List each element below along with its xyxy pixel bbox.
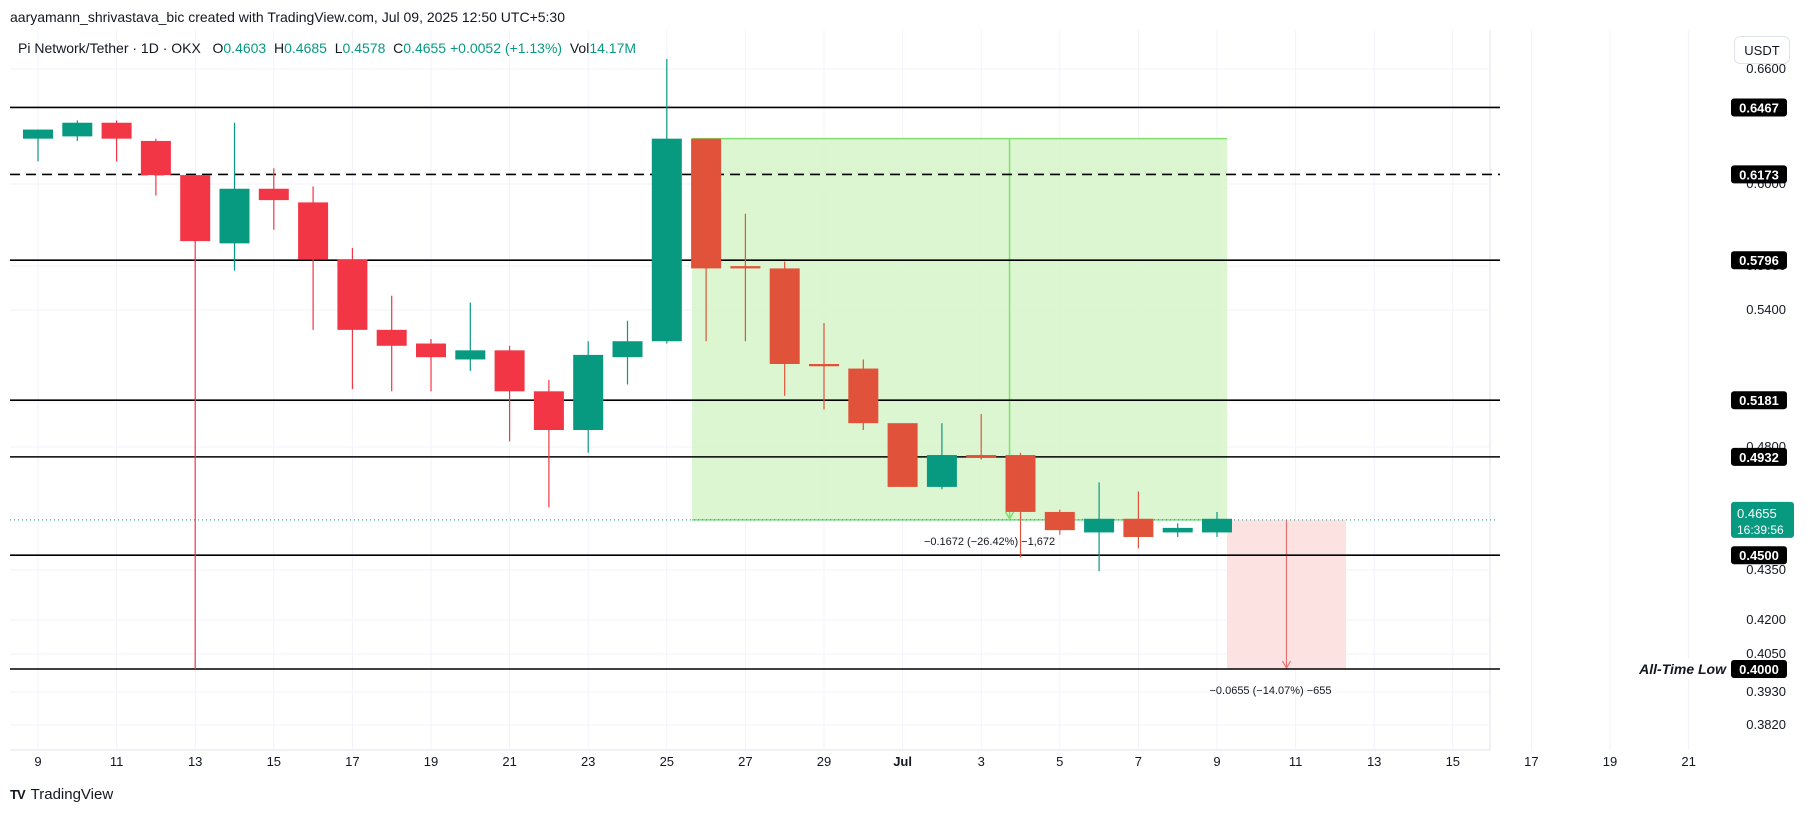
x-tick-label: 15 xyxy=(1446,754,1460,769)
candle-body xyxy=(1005,455,1036,512)
level-price-label: 0.6467 xyxy=(1739,100,1779,115)
candle-body xyxy=(926,455,957,487)
candle-body xyxy=(219,188,250,244)
ohlc-close: C0.4655 xyxy=(393,40,447,56)
x-tick-label: 9 xyxy=(1213,754,1220,769)
x-tick-label: 15 xyxy=(267,754,281,769)
candle-body xyxy=(573,354,604,431)
candle-body xyxy=(23,129,53,139)
created-by-caption: aaryamann_shrivastava_bic created with T… xyxy=(10,9,566,25)
candle-body xyxy=(966,455,997,458)
x-tick-label: 7 xyxy=(1135,754,1142,769)
candle-body xyxy=(691,138,722,269)
level-price-label: 0.4000 xyxy=(1739,662,1779,677)
candle-body xyxy=(455,350,486,360)
x-tick-label: 17 xyxy=(345,754,359,769)
current-price-label: 0.4655 xyxy=(1737,506,1777,521)
x-tick-label: 23 xyxy=(581,754,595,769)
candle-body xyxy=(651,138,682,342)
candle-body xyxy=(848,368,879,424)
level-price-tag xyxy=(1731,165,1787,184)
x-tick-label: 13 xyxy=(188,754,202,769)
candle-body xyxy=(1123,518,1154,537)
y-tick-label: 0.6600 xyxy=(1746,61,1786,76)
y-tick-label: 0.4200 xyxy=(1746,612,1786,627)
tradingview-wordmark: TradingView xyxy=(30,786,114,803)
candle-body xyxy=(809,364,839,367)
candle-body xyxy=(612,341,643,358)
y-tick-label: 0.3930 xyxy=(1746,684,1786,699)
x-tick-label: 17 xyxy=(1524,754,1538,769)
level-note-label: All-Time Low xyxy=(1638,661,1727,677)
candle-body xyxy=(769,268,800,364)
level-price-label: 0.4932 xyxy=(1739,450,1779,465)
x-tick-label: 11 xyxy=(1289,754,1303,769)
candle-body xyxy=(376,329,407,346)
x-tick-label: 19 xyxy=(424,754,438,769)
measure-green-arrow-icon xyxy=(1004,511,1015,521)
candle-body xyxy=(533,391,564,431)
symbol-title[interactable]: Pi Network/Tether · 1D · OKX xyxy=(18,40,201,56)
ohlc-low: L0.4578 xyxy=(334,40,386,56)
currency-button[interactable]: USDT xyxy=(1734,36,1790,64)
x-tick-label: Jul xyxy=(893,754,912,769)
candle-body xyxy=(1202,518,1232,533)
candle-body xyxy=(258,188,289,201)
x-tick-label: 25 xyxy=(660,754,674,769)
ohlc-change: +0.0052 (+1.13%) xyxy=(449,40,563,56)
y-tick-label: 0.5400 xyxy=(1746,302,1786,317)
tradingview-branding[interactable]: TV TradingView xyxy=(10,786,113,803)
candle-body xyxy=(1044,511,1075,531)
candle-body xyxy=(1084,518,1115,533)
level-price-label: 0.6173 xyxy=(1739,167,1779,182)
candle-body xyxy=(180,175,211,242)
candle-body xyxy=(298,202,329,260)
x-tick-label: 11 xyxy=(110,754,124,769)
y-tick-label: 0.4350 xyxy=(1746,562,1786,577)
y-tick-label: 0.4050 xyxy=(1746,646,1786,661)
level-price-label: 0.4500 xyxy=(1739,548,1779,563)
level-price-tag xyxy=(1731,391,1787,410)
level-price-label: 0.5181 xyxy=(1739,393,1779,408)
x-tick-label: 3 xyxy=(978,754,985,769)
level-price-label: 0.5796 xyxy=(1739,253,1779,268)
level-note-bg xyxy=(1612,659,1730,679)
y-tick-label: 0.3820 xyxy=(1746,717,1786,732)
bar-countdown-label: 16:39:56 xyxy=(1737,523,1784,537)
tradingview-logo-icon: TV xyxy=(10,787,26,802)
candle-body xyxy=(730,266,761,269)
measure-red-label: −0.0655 (−14.07%) −655 xyxy=(1209,685,1331,697)
candle-body xyxy=(494,350,525,392)
level-price-tag xyxy=(1731,251,1787,270)
candle-body xyxy=(887,423,918,487)
x-tick-label: 9 xyxy=(34,754,41,769)
candle-body xyxy=(62,122,93,137)
x-tick-label: 13 xyxy=(1367,754,1381,769)
ohlc-open: O0.4603 xyxy=(212,40,267,56)
level-price-tag xyxy=(1731,546,1787,565)
x-tick-label: 5 xyxy=(1056,754,1063,769)
level-price-tag xyxy=(1731,447,1787,466)
x-tick-label: 19 xyxy=(1603,754,1617,769)
candle-body xyxy=(1162,527,1193,533)
measure-green-label: −0.1672 (−26.42%) −1,672 xyxy=(924,536,1055,548)
ohlc-volume: Vol14.17M xyxy=(569,40,637,56)
x-tick-label: 21 xyxy=(1681,754,1695,769)
level-price-tag xyxy=(1731,660,1787,678)
x-tick-label: 29 xyxy=(817,754,831,769)
candle-body xyxy=(337,259,368,330)
x-tick-label: 21 xyxy=(502,754,516,769)
measure-red-arrow-icon xyxy=(1281,660,1292,670)
candle-body xyxy=(101,122,132,139)
candle-body xyxy=(416,343,446,358)
current-price-tag xyxy=(1731,501,1794,538)
level-price-tag xyxy=(1731,98,1787,117)
ohlc-high: H0.4685 xyxy=(274,40,327,56)
candle-body xyxy=(140,140,171,176)
symbol-legend: Pi Network/Tether · 1D · OKX O0.4603 H0.… xyxy=(18,40,636,56)
x-tick-label: 27 xyxy=(738,754,752,769)
